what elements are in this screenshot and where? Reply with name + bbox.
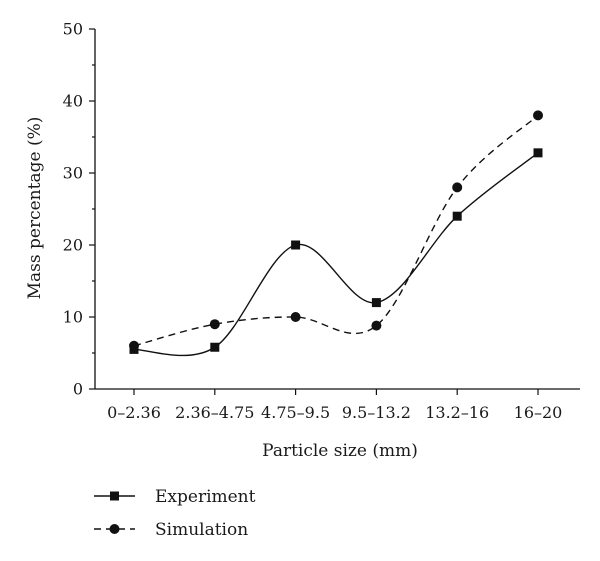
y-tick-label: 0 [73,380,83,399]
data-point-square [452,211,462,221]
series-layer [129,110,543,357]
axes: 0 10 20 30 40 50 0–2.36 2.36–4.75 4.75–9.5 9.5–13… [63,20,580,422]
y-tick-label: 50 [63,20,83,39]
data-point-circle [371,320,382,331]
data-point-circle [129,340,139,351]
data-point-square [371,298,381,308]
y-tick-label: 10 [63,308,83,327]
legend-marker-square [110,491,119,501]
data-point-square [291,240,301,250]
data-point-circle [209,319,220,330]
x-tick-label: 13.2–16 [425,403,489,422]
series-simulation [129,110,543,351]
x-tick-label: 9.5–13.2 [342,403,411,422]
data-point-square [533,148,543,158]
legend-item: Simulation [94,520,248,540]
legend-item: Experiment [94,487,256,507]
series-line [133,114,539,347]
x-tick-label: 4.75–9.5 [261,403,330,422]
series-line [133,152,539,357]
x-tick-label: 0–2.36 [107,403,161,422]
x-axis-label: Particle size (mm) [262,441,418,461]
y-tick-label: 30 [63,164,83,183]
y-axis-label: Mass percentage (%) [25,117,45,300]
legend-label: Simulation [155,520,248,540]
legend-marker-circle [109,524,120,534]
legend-label: Experiment [155,487,256,507]
y-tick-label: 40 [63,92,83,111]
data-point-circle [290,312,301,322]
data-point-circle [452,182,463,193]
y-tick-label: 20 [63,236,83,255]
legend: Experiment Simulation [94,487,256,540]
data-point-circle [533,110,543,121]
series-experiment [129,148,543,357]
data-point-square [210,342,220,352]
x-tick-label: 16–20 [514,403,563,422]
x-tick-label: 2.36–4.75 [175,403,254,422]
